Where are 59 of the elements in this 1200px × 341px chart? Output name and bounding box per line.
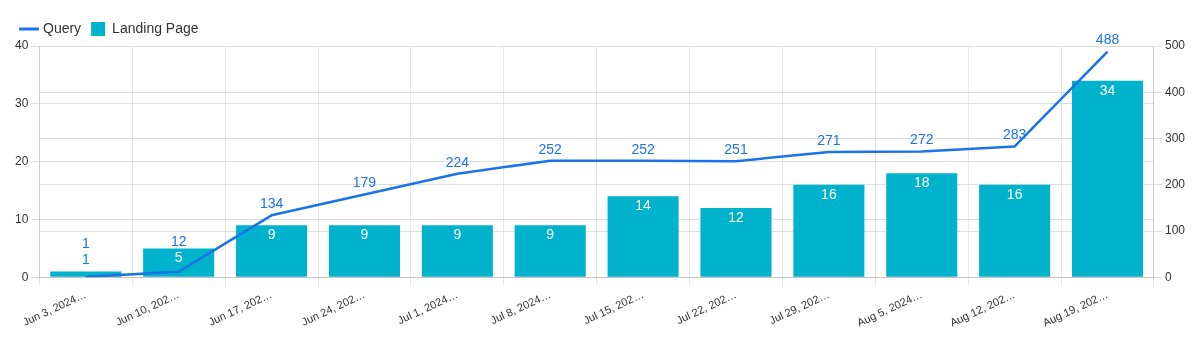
y-tick-label: 40 [14, 38, 29, 53]
y-tick-label: 0 [21, 269, 29, 284]
x-tick-label: Jul 29, 202… [767, 287, 831, 327]
data-label: 9 [267, 226, 276, 243]
data-label: 18 [913, 174, 930, 191]
data-label: 179 [352, 174, 377, 191]
data-label: 271 [817, 131, 841, 148]
bar [607, 196, 679, 277]
y2-tick-label: 400 [1164, 84, 1186, 99]
data-label: 1 [81, 251, 90, 268]
x-tick-label: Aug 5, 2024… [855, 287, 924, 329]
data-label: 14 [635, 197, 652, 214]
data-label: 252 [538, 140, 563, 157]
y2-tick-label: 200 [1164, 177, 1186, 192]
x-tick-label: Jun 3, 2024… [20, 287, 88, 328]
data-label: 16 [1006, 185, 1023, 202]
bar [793, 184, 865, 277]
bar [886, 173, 958, 277]
y2-tick-label: 500 [1164, 38, 1186, 53]
bar [979, 184, 1051, 277]
x-tick-label: Jun 17, 202… [206, 287, 274, 328]
data-label: 134 [259, 195, 284, 212]
legend-label: Query [43, 19, 82, 36]
data-label: 9 [546, 226, 555, 243]
data-label: 9 [360, 226, 369, 243]
x-tick-label: Jun 24, 202… [299, 287, 367, 328]
bar [421, 225, 493, 277]
bar [514, 225, 586, 277]
y2-tick-label: 300 [1164, 130, 1186, 145]
data-label: 272 [910, 131, 934, 148]
bar [328, 225, 400, 277]
data-label: 488 [1095, 31, 1120, 48]
data-label: 34 [1099, 81, 1116, 98]
x-tick-label: Jul 8, 2024… [488, 287, 553, 327]
x-tick-label: Jul 15, 202… [581, 287, 646, 327]
bar [700, 207, 772, 277]
data-label: 251 [724, 141, 748, 158]
y2-tick-label: 0 [1164, 269, 1172, 284]
legend-label: Landing Page [112, 19, 199, 36]
x-tick-label: Jun 10, 202… [113, 287, 181, 328]
data-label: 12 [728, 208, 744, 225]
data-label: 5 [174, 249, 183, 266]
bar [236, 225, 308, 277]
data-label: 12 [170, 233, 187, 250]
data-label: 1 [81, 235, 90, 252]
data-label: 252 [631, 140, 655, 157]
data-label: 16 [821, 185, 837, 202]
data-label: 224 [445, 153, 470, 170]
y-tick-label: 10 [14, 211, 29, 226]
y2-tick-label: 100 [1164, 223, 1186, 238]
bar [1072, 80, 1144, 277]
bar [143, 248, 215, 277]
y-tick-label: 20 [14, 153, 29, 168]
x-tick-label: Jul 1, 2024… [395, 287, 460, 327]
data-label: 9 [453, 226, 462, 243]
x-tick-label: Jul 22, 202… [674, 287, 739, 327]
x-tick-label: Aug 19, 202… [1040, 287, 1110, 329]
y-tick-label: 30 [14, 96, 29, 111]
x-tick-label: Aug 12, 202… [947, 287, 1017, 329]
